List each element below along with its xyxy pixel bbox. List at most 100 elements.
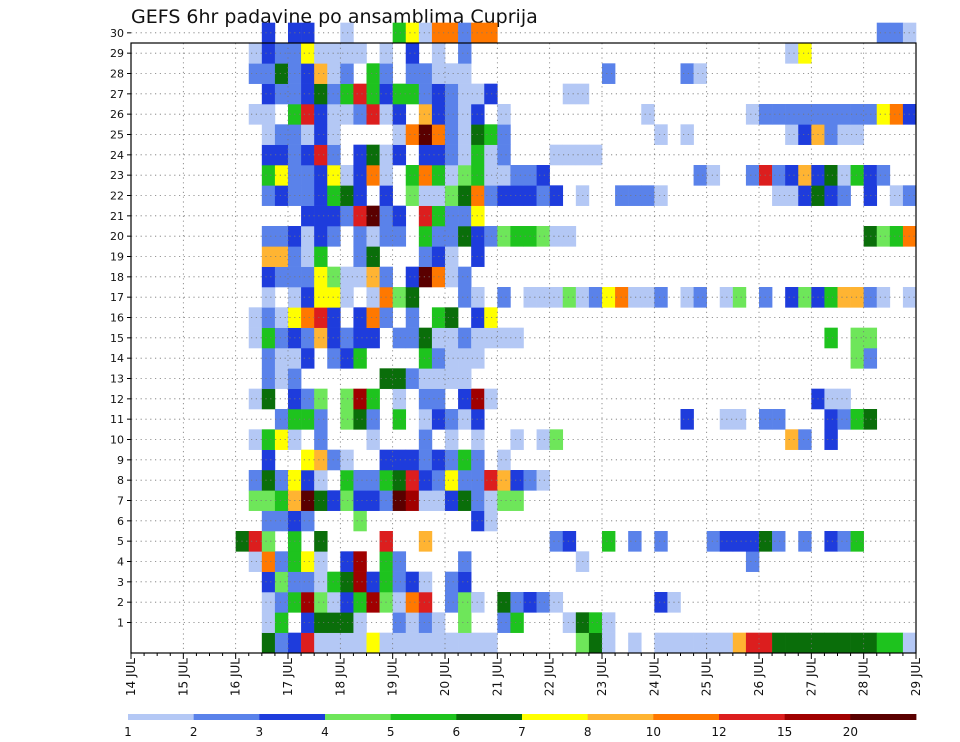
heatmap-cell — [301, 592, 315, 613]
heatmap-cell — [772, 104, 786, 125]
heatmap-cell — [353, 510, 367, 532]
y-tick-label: 25 — [110, 129, 124, 142]
heatmap-cell — [654, 531, 668, 552]
heatmap-cell — [314, 429, 328, 450]
heatmap-cell — [274, 307, 289, 328]
heatmap-cell — [458, 185, 472, 206]
heatmap-cell — [824, 409, 838, 430]
heatmap-cell — [366, 226, 380, 247]
heatmap-cell — [785, 287, 799, 308]
heatmap-cell — [497, 124, 511, 145]
heatmap-cell — [261, 612, 276, 633]
heatmap-cell — [445, 185, 459, 206]
heatmap-cell — [824, 185, 838, 206]
heatmap-cell — [824, 327, 838, 349]
heatmap-cell — [418, 246, 433, 267]
heatmap-cell — [458, 612, 472, 633]
heatmap-cell — [484, 388, 498, 410]
y-tick-label: 4 — [117, 556, 124, 569]
heatmap-cell — [261, 449, 276, 471]
heatmap-cell — [274, 144, 289, 166]
x-tick-label: 24 JUL — [647, 658, 661, 696]
heatmap-cell — [588, 144, 603, 166]
heatmap-cell — [850, 531, 864, 552]
heatmap-cell — [418, 429, 433, 450]
heatmap-cell — [471, 510, 485, 532]
heatmap-cell — [445, 571, 459, 593]
y-tick-label: 23 — [110, 169, 124, 182]
heatmap-cell — [248, 490, 263, 511]
heatmap-cell — [418, 612, 433, 633]
heatmap-cell — [353, 409, 367, 430]
heatmap-cell — [693, 165, 707, 186]
heatmap-cell — [418, 63, 433, 84]
heatmap-cell — [418, 470, 433, 491]
heatmap-cell — [261, 287, 276, 308]
y-tick-label: 24 — [110, 149, 124, 162]
x-tick-label: 16 JUL — [229, 658, 243, 696]
x-tick-label: 18 JUL — [333, 658, 347, 696]
heatmap-cell — [458, 490, 472, 511]
heatmap-cell — [392, 592, 407, 613]
heatmap-cell — [850, 632, 864, 654]
heatmap-cell — [353, 144, 367, 166]
heatmap-cell — [562, 144, 577, 166]
heatmap-cell — [824, 388, 838, 410]
heatmap-cell — [484, 470, 498, 491]
heatmap-cell — [484, 327, 498, 349]
heatmap-cell — [353, 165, 367, 186]
heatmap-cell — [510, 226, 524, 247]
heatmap-cell — [418, 368, 433, 389]
heatmap-cell — [850, 409, 864, 430]
y-tick-label: 20 — [110, 230, 124, 243]
heatmap-cell — [261, 22, 276, 44]
heatmap-cell — [418, 490, 433, 511]
heatmap-cell — [837, 409, 851, 430]
heatmap-cell — [353, 226, 367, 247]
heatmap-cell — [405, 368, 420, 389]
heatmap-cell — [471, 205, 485, 227]
heatmap-cell — [445, 429, 459, 450]
heatmap-cell — [458, 205, 472, 227]
heatmap-cell — [798, 43, 812, 64]
heatmap-cell — [484, 144, 498, 166]
heatmap-cell — [261, 165, 276, 186]
heatmap-cell — [274, 83, 289, 105]
heatmap-cell — [458, 165, 472, 186]
heatmap-cell — [811, 632, 825, 654]
heatmap-cell — [772, 165, 786, 186]
heatmap-cell — [314, 144, 328, 166]
heatmap-cell — [353, 185, 367, 206]
heatmap-cell — [824, 531, 838, 552]
heatmap-cell — [261, 63, 276, 84]
y-tick-label: 28 — [110, 68, 124, 81]
y-tick-label: 6 — [117, 515, 124, 528]
heatmap-cell — [301, 307, 315, 328]
heatmap-cell — [274, 165, 289, 186]
heatmap-cell — [510, 490, 524, 511]
heatmap-cell — [392, 470, 407, 491]
heatmap-cell — [458, 388, 472, 410]
heatmap-cell — [392, 449, 407, 471]
heatmap-cell — [458, 226, 472, 247]
heatmap-cell — [497, 612, 511, 633]
heatmap-cell — [261, 307, 276, 328]
heatmap-cell — [471, 632, 485, 654]
heatmap-cell — [261, 266, 276, 288]
heatmap-cell — [445, 490, 459, 511]
heatmap-cell — [602, 531, 616, 552]
heatmap-cell — [628, 287, 642, 308]
heatmap-cell — [314, 43, 328, 64]
heatmap-cell — [471, 409, 485, 430]
heatmap-cell — [876, 632, 891, 654]
heatmap-cell — [445, 592, 459, 613]
heatmap-cell — [824, 632, 838, 654]
legend-label: 12 — [711, 725, 726, 739]
heatmap-cell — [693, 287, 707, 308]
heatmap-cell — [392, 205, 407, 227]
heatmap-cell — [274, 510, 289, 532]
heatmap-cell — [445, 83, 459, 105]
heatmap-cell — [314, 83, 328, 105]
heatmap-cell — [288, 632, 302, 654]
heatmap-cell — [745, 551, 760, 572]
